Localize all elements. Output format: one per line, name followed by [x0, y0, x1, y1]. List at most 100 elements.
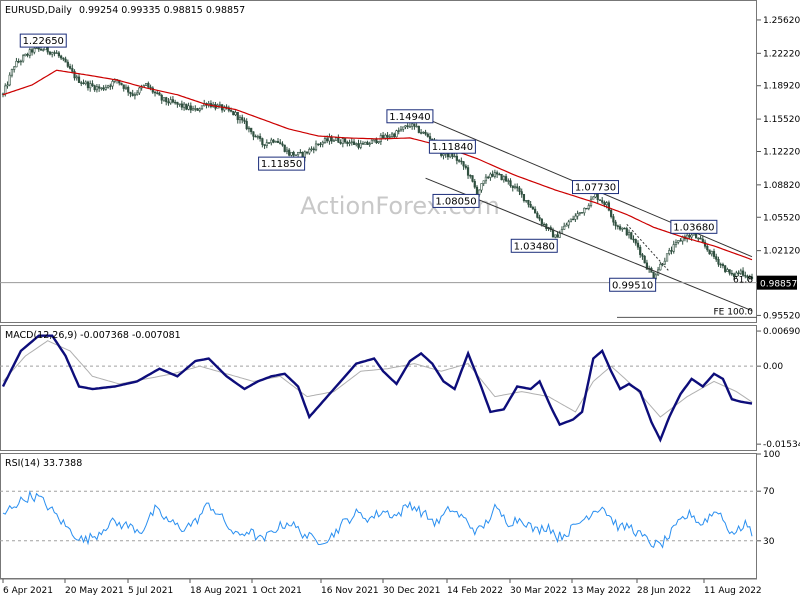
price-label: 1.11850	[258, 156, 306, 171]
candle	[493, 169, 496, 179]
candle	[496, 170, 499, 178]
candle	[721, 262, 725, 269]
candle	[502, 175, 505, 183]
date-tick: 13 May 2022	[572, 586, 631, 596]
candle	[124, 84, 128, 90]
candle	[750, 273, 754, 282]
candle	[627, 229, 631, 239]
candle	[558, 230, 561, 238]
candle	[57, 51, 60, 58]
candle	[290, 151, 293, 157]
date-tick: 20 May 2021	[65, 586, 124, 596]
candle	[701, 235, 704, 243]
candle	[460, 157, 463, 165]
candle	[28, 47, 31, 59]
fib-labels: 61.8 FE 100.0	[714, 275, 754, 317]
candle	[169, 96, 172, 105]
candle	[178, 103, 181, 107]
price-tick: 1.05520	[763, 213, 800, 223]
price-label: 1.07730	[571, 180, 619, 195]
candle	[109, 83, 112, 90]
candle	[381, 131, 385, 139]
candle	[489, 172, 492, 181]
svg-text:1.14940: 1.14940	[389, 112, 430, 123]
candle	[13, 66, 16, 73]
candle	[310, 146, 313, 152]
candle	[422, 131, 425, 135]
candle	[688, 233, 691, 239]
candle	[68, 63, 72, 70]
candle	[565, 222, 568, 227]
date-tick: 30 Dec 2021	[383, 586, 441, 596]
candle	[659, 262, 662, 271]
fib-label: 61.8	[733, 275, 753, 285]
candle	[730, 269, 733, 276]
candle	[377, 140, 380, 144]
candle	[480, 183, 483, 193]
candle	[469, 174, 472, 179]
candle	[247, 126, 251, 133]
rsi-label: RSI(14) 33.7388	[5, 458, 82, 469]
candle	[536, 211, 539, 219]
candle	[348, 139, 351, 147]
candle	[189, 102, 192, 114]
candle	[259, 133, 262, 142]
macd-tick: 0.00	[763, 362, 783, 372]
candle	[294, 154, 297, 156]
candle	[708, 249, 711, 255]
price-tick: 1.08820	[763, 181, 800, 191]
candle	[51, 51, 54, 58]
price-tick: 1.12220	[763, 147, 800, 157]
candle	[594, 193, 597, 199]
candle	[482, 180, 485, 187]
candle	[618, 224, 622, 231]
candle	[332, 138, 336, 142]
candle	[534, 206, 537, 214]
candle	[462, 161, 465, 170]
candle	[198, 107, 201, 113]
candle	[641, 252, 644, 260]
candle	[283, 144, 286, 153]
candle	[724, 264, 727, 274]
candle	[250, 127, 253, 135]
candle	[42, 48, 45, 52]
price-tick: 1.22220	[763, 49, 800, 59]
candle	[60, 54, 63, 60]
candle	[80, 80, 83, 87]
candle	[614, 219, 617, 230]
rsi-axis: 100 70 30	[757, 450, 780, 547]
candle	[171, 96, 175, 104]
date-tick: 28 Jun 2022	[637, 586, 691, 596]
candle	[739, 268, 742, 276]
candle	[719, 262, 722, 269]
candle	[518, 185, 521, 196]
candle	[127, 85, 130, 96]
candle	[406, 122, 409, 130]
candle	[500, 173, 503, 181]
rsi-tick: 30	[763, 537, 775, 547]
candle	[185, 103, 188, 111]
price-label: 0.99510	[609, 277, 657, 292]
candle	[263, 144, 266, 149]
rsi-panel: RSI(14) 33.7388	[0, 453, 757, 579]
candle	[308, 147, 311, 155]
candle	[735, 270, 738, 279]
candle	[712, 248, 716, 260]
price-panel-frame	[0, 0, 757, 323]
svg-text:1.03480: 1.03480	[514, 241, 555, 252]
candle	[668, 247, 671, 256]
candle	[679, 238, 682, 242]
candle	[542, 222, 546, 226]
candle	[55, 50, 58, 54]
candle	[471, 175, 474, 183]
candle	[102, 85, 105, 92]
candle	[578, 212, 581, 216]
candle	[156, 90, 159, 95]
candle	[312, 146, 315, 154]
price-tick: 1.25620	[763, 16, 800, 26]
candle	[744, 271, 747, 279]
candle	[234, 110, 237, 117]
candle	[339, 139, 342, 145]
candle	[100, 87, 103, 91]
candle	[424, 129, 427, 136]
